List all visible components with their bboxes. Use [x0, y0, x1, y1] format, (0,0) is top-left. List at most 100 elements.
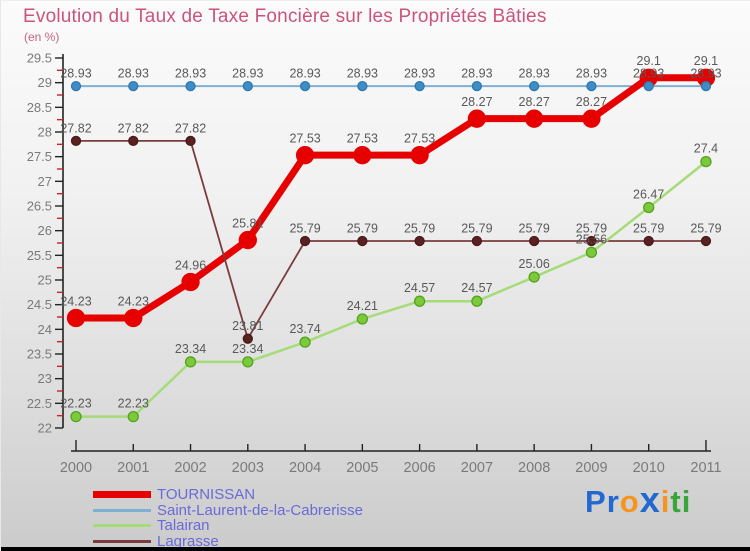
- series-marker-lagrasse: [299, 235, 311, 247]
- logo-letter: x: [639, 479, 661, 520]
- series-marker-saint-laurent-de-la-cabrerisse: [185, 80, 196, 92]
- series-marker-lagrasse: [529, 235, 540, 247]
- legend-item-lagrasse: Lagrasse: [93, 534, 363, 550]
- logo-letter: i: [660, 484, 671, 519]
- data-label-talairan: 26.47: [633, 187, 664, 201]
- data-label-talairan: 25.06: [519, 257, 550, 271]
- y-tick-label: 25: [38, 272, 52, 287]
- legend-label: Lagrasse: [157, 532, 219, 550]
- series-marker-tournissan: [582, 109, 601, 128]
- series-marker-tournissan: [181, 272, 200, 292]
- x-tick-label: 2008: [518, 460, 550, 476]
- series-marker-saint-laurent-de-la-cabrerisse: [643, 80, 654, 92]
- series-marker-lagrasse: [70, 135, 82, 147]
- data-label-saint-laurent-de-la-cabrerisse: 28.93: [404, 67, 435, 81]
- series-marker-talairan: [413, 295, 426, 307]
- data-label-lagrasse: 25.79: [633, 222, 664, 236]
- x-tick-label: 2010: [633, 460, 665, 476]
- x-tick-label: 2007: [461, 460, 493, 476]
- data-label-tournissan: 27.53: [404, 132, 435, 146]
- series-marker-lagrasse: [643, 235, 654, 247]
- data-label-tournissan: 24.96: [175, 258, 206, 272]
- series-marker-tournissan: [525, 109, 544, 128]
- y-tick-label: 27: [38, 174, 52, 189]
- series-marker-lagrasse: [471, 235, 483, 247]
- data-label-lagrasse: 27.82: [118, 121, 149, 135]
- legend-label: TOURNISSAN: [157, 486, 256, 504]
- data-label-tournissan: 27.53: [289, 132, 320, 146]
- series-marker-talairan: [471, 295, 483, 307]
- legend-item-saint-laurent-de-la-cabrerisse: Saint-Laurent-de-la-Cabrerisse: [93, 503, 363, 519]
- data-label-saint-laurent-de-la-cabrerisse: 28.93: [519, 67, 550, 81]
- series-marker-lagrasse: [242, 333, 253, 344]
- data-label-lagrasse: 23.81: [232, 319, 263, 333]
- y-tick-label: 22.5: [27, 396, 52, 411]
- legend-label: Saint-Laurent-de-la-Cabrerisse: [157, 501, 363, 519]
- data-label-saint-laurent-de-la-cabrerisse: 28.93: [289, 67, 320, 81]
- data-label-tournissan: 27.53: [347, 132, 378, 146]
- data-label-lagrasse: 25.79: [289, 222, 320, 236]
- data-label-talairan: 27.4: [694, 142, 718, 156]
- data-label-saint-laurent-de-la-cabrerisse: 28.93: [633, 67, 664, 81]
- logo-letter: r: [606, 484, 620, 519]
- data-label-talairan: 24.21: [347, 299, 378, 313]
- series-marker-talairan: [356, 313, 369, 325]
- series-marker-talairan: [528, 271, 540, 283]
- series-marker-talairan: [643, 201, 655, 214]
- logo-letter: o: [619, 484, 640, 519]
- data-label-talairan: 23.74: [289, 322, 320, 336]
- legend-swatch-lagrasse: [93, 539, 151, 543]
- x-tick-label: 2006: [403, 460, 435, 476]
- logo-letter: i: [681, 484, 692, 519]
- chart-title: Evolution du Taux de Taxe Foncière sur l…: [23, 6, 547, 27]
- series-marker-talairan: [299, 336, 311, 348]
- data-label-lagrasse: 27.82: [175, 121, 206, 135]
- data-label-saint-laurent-de-la-cabrerisse: 28.93: [175, 67, 206, 81]
- y-tick-label: 25.5: [27, 248, 52, 263]
- data-label-lagrasse: 25.79: [461, 222, 492, 236]
- series-line-talairan: [74, 160, 708, 418]
- y-tick-label: 29: [38, 75, 52, 90]
- data-label-talairan: 25.56: [576, 232, 607, 246]
- series-marker-saint-laurent-de-la-cabrerisse: [700, 80, 712, 92]
- y-tick-label: 23.5: [27, 346, 52, 361]
- y-tick-label: 27.5: [27, 149, 52, 164]
- data-label-tournissan: 25.81: [232, 217, 263, 231]
- data-label-talairan: 22.23: [60, 397, 91, 411]
- series-marker-talairan: [127, 411, 139, 423]
- data-label-saint-laurent-de-la-cabrerisse: 28.93: [576, 67, 607, 81]
- data-label-saint-laurent-de-la-cabrerisse: 28.93: [118, 67, 149, 81]
- data-label-tournissan: 24.23: [60, 294, 91, 308]
- bottom-border: [1, 547, 750, 551]
- series-marker-tournissan: [124, 308, 143, 328]
- legend-item-talairan: Talairan: [93, 518, 363, 534]
- series-marker-tournissan: [295, 146, 315, 165]
- series-marker-talairan: [700, 155, 712, 168]
- series-marker-tournissan: [238, 230, 257, 250]
- series-marker-lagrasse: [128, 135, 139, 147]
- x-tick-label: 2001: [117, 460, 149, 476]
- data-label-saint-laurent-de-la-cabrerisse: 28.93: [232, 67, 263, 81]
- data-label-saint-laurent-de-la-cabrerisse: 28.93: [60, 67, 91, 81]
- data-label-lagrasse: 25.79: [347, 222, 378, 236]
- data-label-lagrasse: 27.82: [60, 121, 91, 135]
- x-tick-label: 2005: [346, 460, 378, 476]
- y-tick-label: 28: [38, 124, 52, 139]
- series-marker-saint-laurent-de-la-cabrerisse: [586, 80, 597, 92]
- y-tick-label: 26.5: [27, 198, 52, 213]
- series-marker-tournissan: [410, 146, 429, 165]
- legend-swatch-saint-laurent-de-la-cabrerisse: [93, 508, 151, 512]
- data-label-tournissan: 28.27: [576, 95, 607, 109]
- series-marker-saint-laurent-de-la-cabrerisse: [471, 80, 483, 92]
- logo-letter: P: [585, 484, 607, 519]
- data-label-tournissan: 29.1: [694, 54, 718, 68]
- data-label-tournissan: 29.1: [637, 54, 661, 68]
- series-marker-lagrasse: [185, 135, 196, 147]
- series-marker-saint-laurent-de-la-cabrerisse: [242, 80, 253, 92]
- series-marker-saint-laurent-de-la-cabrerisse: [128, 80, 139, 92]
- line-chart: 29.5 29 28.5 28 27.5 27 26.5 26 25.5 25 24.5 24 23.5…: [27, 51, 722, 477]
- chart-unit-label: (en %): [24, 30, 60, 44]
- series-marker-talairan: [184, 356, 197, 368]
- proxiti-logo: Proxiti: [585, 479, 692, 520]
